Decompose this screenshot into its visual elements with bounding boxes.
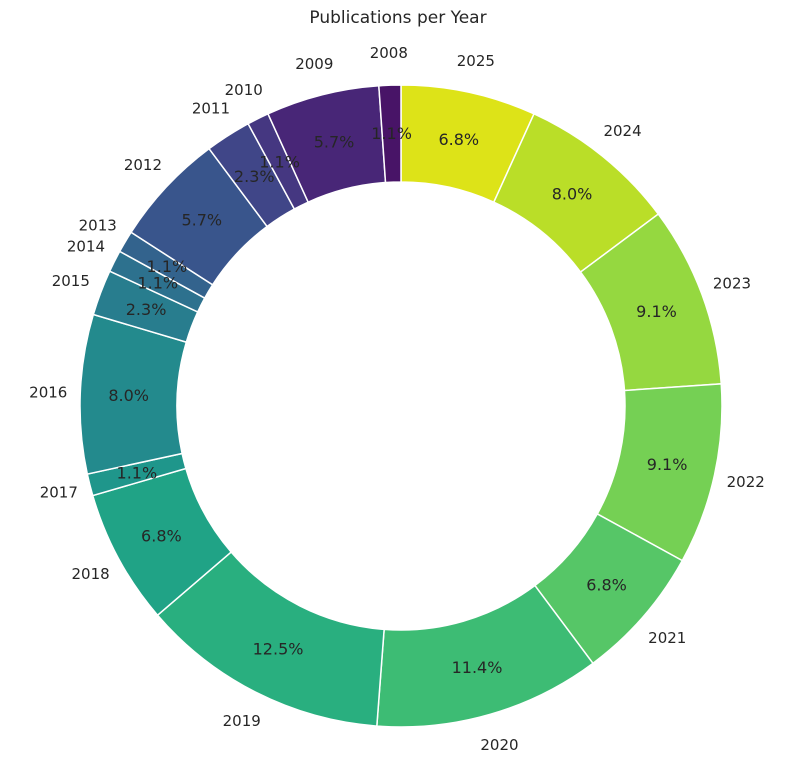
- pct-label-2013: 1.1%: [147, 257, 188, 276]
- year-label-2014: 2014: [67, 238, 105, 256]
- pct-label-2025: 6.8%: [438, 130, 479, 149]
- year-label-2011: 2011: [192, 100, 230, 118]
- year-label-2024: 2024: [603, 122, 641, 140]
- slices-layer: [79, 84, 723, 728]
- year-label-2009: 2009: [295, 55, 333, 73]
- pct-label-2020: 11.4%: [452, 658, 503, 677]
- year-label-2017: 2017: [40, 484, 78, 502]
- pct-label-2024: 8.0%: [552, 184, 593, 203]
- pct-label-2010: 1.1%: [259, 153, 300, 172]
- year-label-2021: 2021: [648, 629, 686, 647]
- year-label-2008: 2008: [370, 44, 408, 62]
- year-label-2015: 2015: [52, 272, 90, 290]
- pct-label-2011: 2.3%: [234, 167, 275, 186]
- year-label-2010: 2010: [225, 81, 263, 99]
- year-label-2022: 2022: [727, 473, 765, 491]
- pct-label-2022: 9.1%: [647, 455, 688, 474]
- pct-label-2012: 5.7%: [181, 211, 222, 230]
- pct-label-2017: 1.1%: [117, 463, 158, 482]
- pct-label-2023: 9.1%: [636, 302, 677, 321]
- year-label-2025: 2025: [457, 52, 495, 70]
- year-label-2018: 2018: [72, 565, 110, 583]
- pct-label-2018: 6.8%: [141, 526, 182, 545]
- pct-label-2015: 2.3%: [126, 300, 167, 319]
- year-label-2016: 2016: [29, 384, 67, 402]
- slice-2008: [378, 84, 402, 184]
- year-label-2020: 2020: [480, 736, 518, 754]
- pct-label-2009: 5.7%: [314, 132, 355, 151]
- year-label-2013: 2013: [79, 216, 117, 234]
- pct-label-2019: 12.5%: [253, 640, 304, 659]
- pct-label-2014: 1.1%: [137, 274, 178, 293]
- pct-label-2016: 8.0%: [108, 386, 149, 405]
- chart-title: Publications per Year: [309, 8, 487, 28]
- pct-label-2021: 6.8%: [586, 575, 627, 594]
- year-label-2023: 2023: [713, 274, 751, 292]
- year-label-2012: 2012: [124, 156, 162, 174]
- year-label-2019: 2019: [223, 712, 261, 730]
- pct-label-2008: 1.1%: [371, 124, 412, 143]
- year-labels-layer: 2025 2024 2023 2022 2021 2020 2019 2018 2017 2016…: [29, 44, 765, 754]
- percentage-labels-layer: 6.8% 8.0% 9.1% 9.1% 6.8% 11.4% 12.5% 6.8% 1.1% 8.…: [108, 124, 687, 677]
